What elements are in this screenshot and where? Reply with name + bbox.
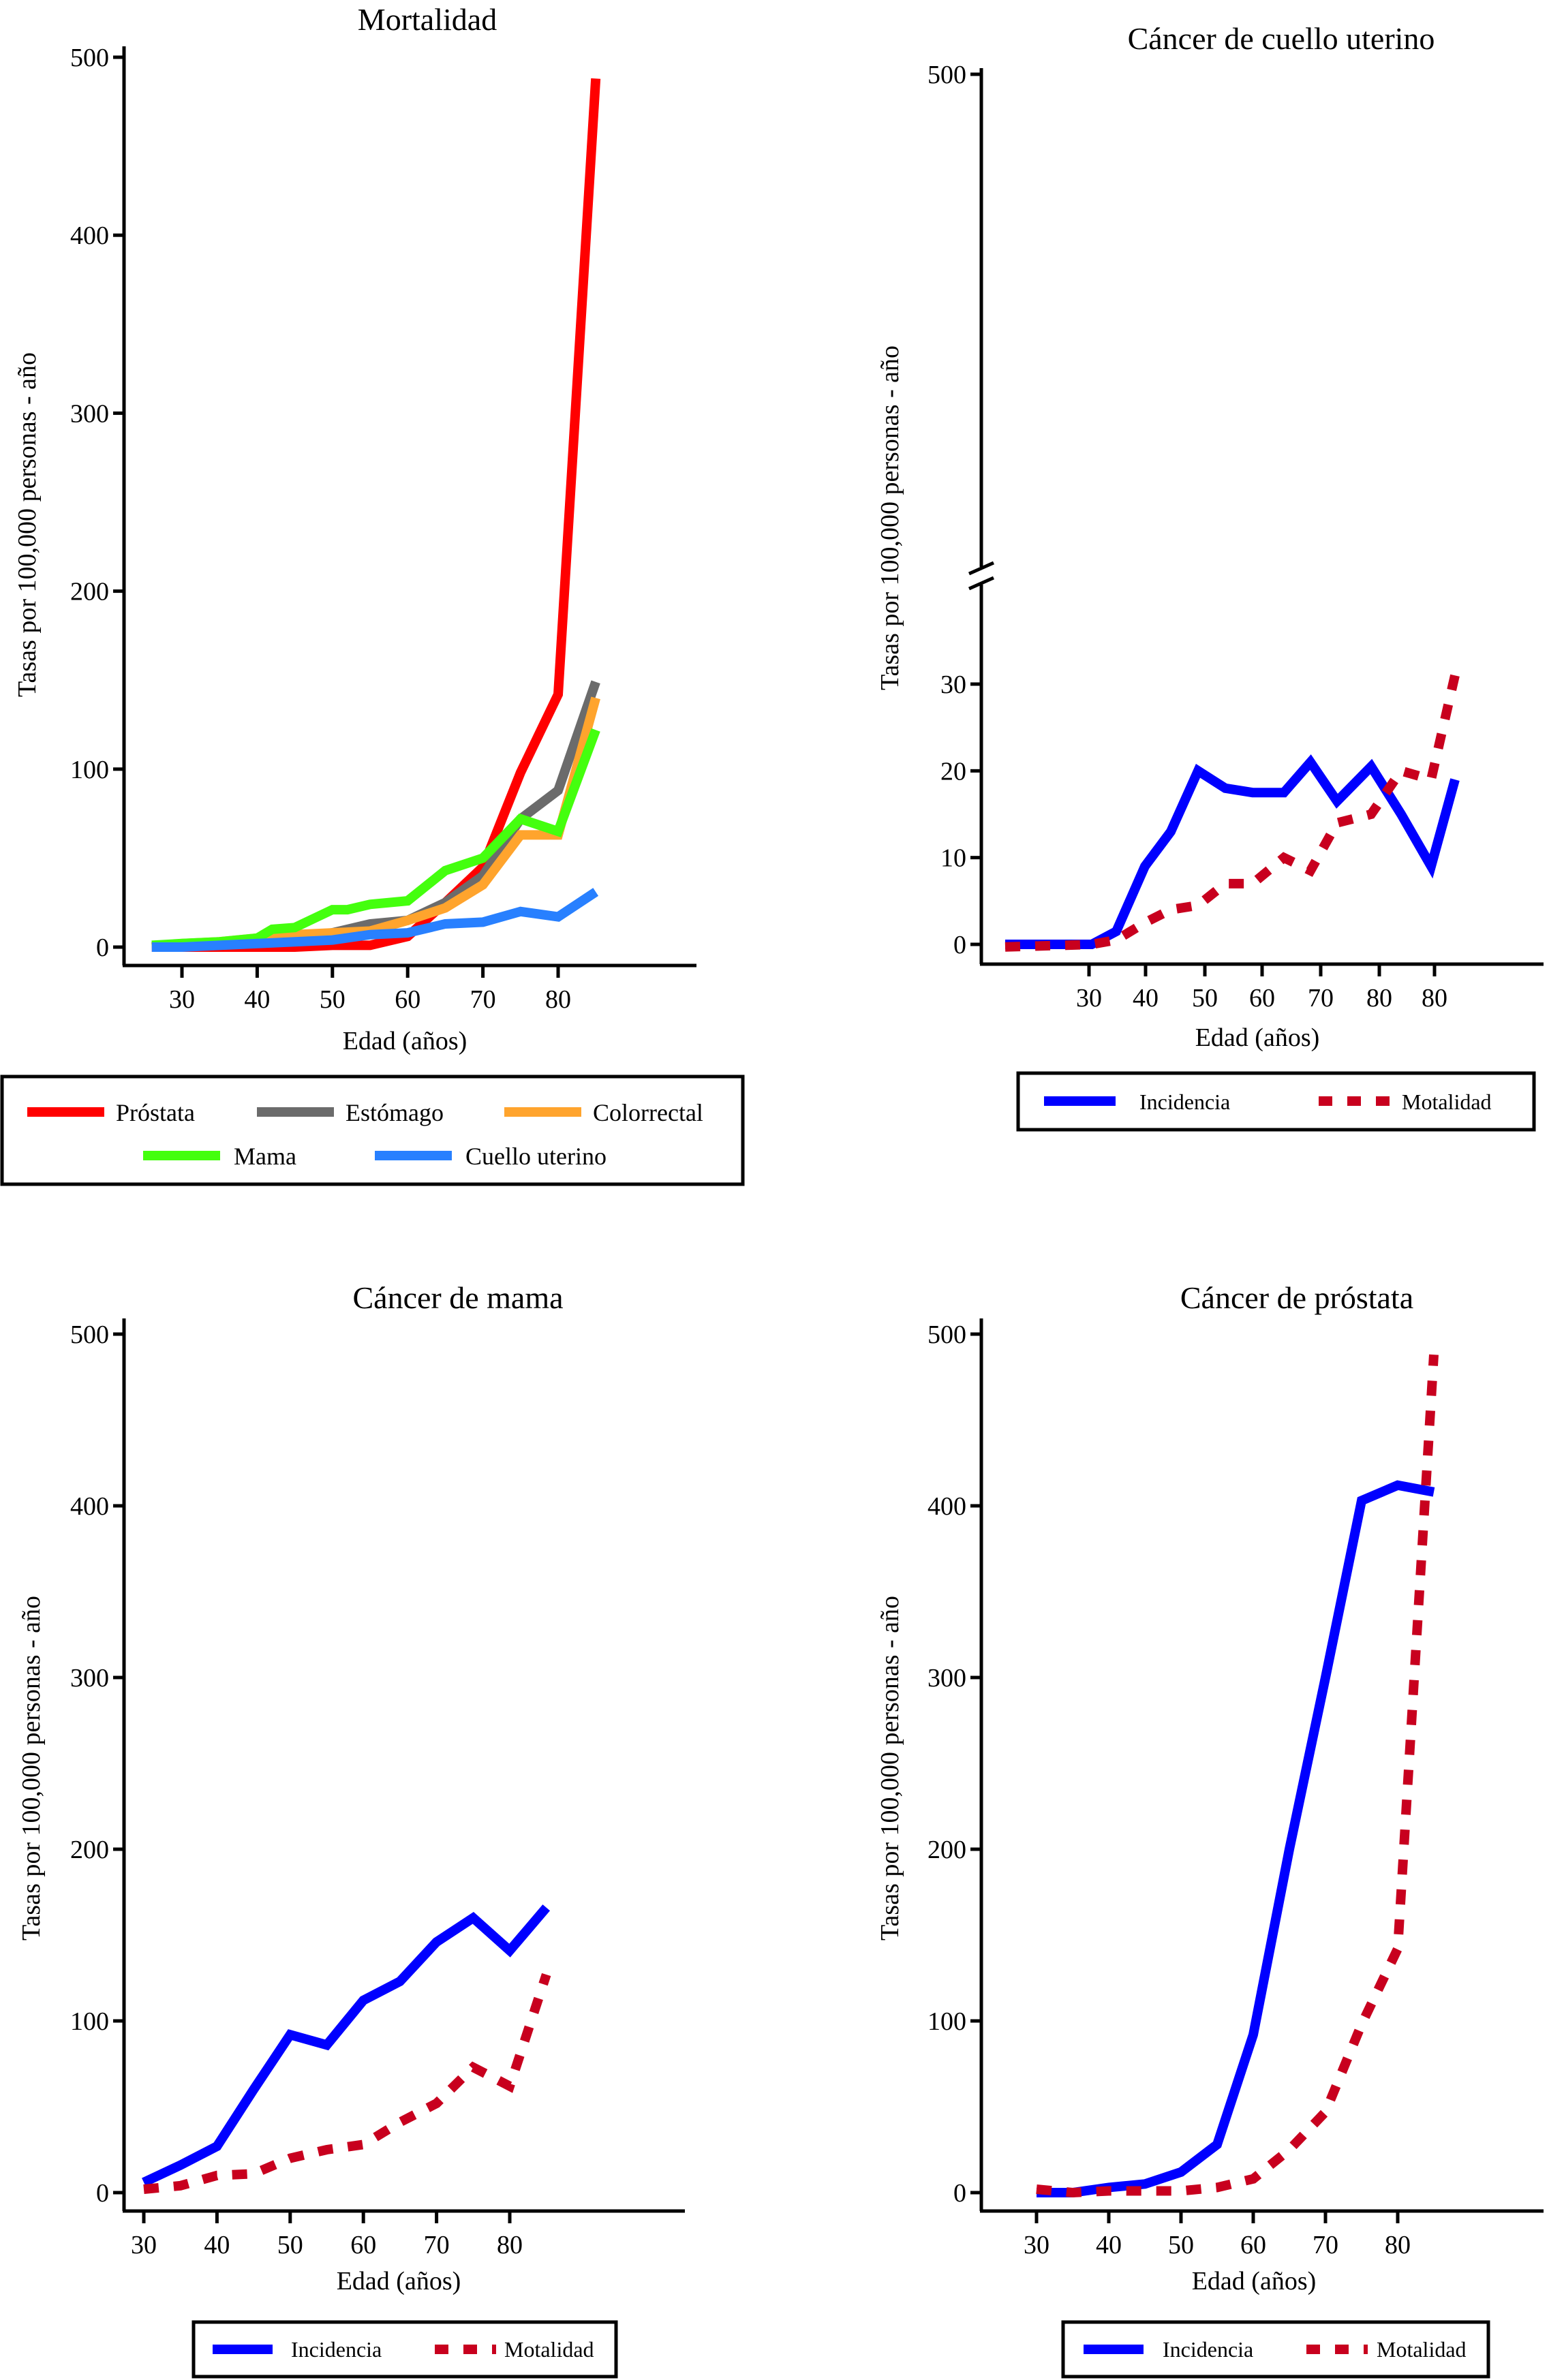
x-tick-label: 70: [1308, 984, 1334, 1013]
y-tick-label: 400: [927, 1492, 966, 1521]
x-tick-label: 80: [1422, 984, 1447, 1013]
axes: 0 100 200 300 400 500 30 40 50 60 70 80: [70, 1318, 685, 2259]
legend-label-incidencia: Incidencia: [1163, 2337, 1253, 2362]
legend-label-prostata: Próstata: [116, 1099, 195, 1126]
x-tick-label: 70: [1313, 2231, 1338, 2259]
y-tick-label: 300: [70, 399, 109, 428]
chart-title: Cáncer de mama: [352, 1280, 563, 1315]
x-tick-label: 30: [1024, 2231, 1049, 2259]
y-tick-label: 100: [927, 2007, 966, 2036]
series-line-incidencia: [1005, 754, 1460, 949]
y-tick-label: 100: [70, 2007, 109, 2036]
series-line-cuello-uterino: [151, 888, 599, 952]
legend-label-motalidad: Motalidad: [1402, 1089, 1492, 1114]
axes: 0 10 20 30 500 30 40 50 60 70 80 80: [927, 61, 1544, 1013]
legend-label-cuello: Cuello uterino: [465, 1143, 607, 1170]
legend-label-motalidad: Motalidad: [504, 2337, 594, 2362]
legend-label-motalidad: Motalidad: [1377, 2337, 1467, 2362]
x-tick-label: 60: [395, 985, 420, 1014]
y-tick-label: 0: [96, 933, 109, 962]
y-tick-label: 500: [927, 61, 966, 89]
y-tick-label: 200: [70, 578, 109, 606]
y-tick-label: 0: [953, 931, 966, 959]
legend-label-colorrectal: Colorrectal: [593, 1099, 703, 1126]
legend-label-incidencia: Incidencia: [291, 2337, 382, 2362]
y-axis-label: Tasas por 100,000 personas - año: [876, 345, 904, 690]
x-axis-label: Edad (años): [1192, 2267, 1317, 2296]
y-tick-label: 300: [70, 1664, 109, 1693]
x-tick-label: 60: [1240, 2231, 1266, 2259]
x-axis-label: Edad (años): [343, 1027, 467, 1055]
panel-cuello-uterino: Cáncer de cuello uterino Tasas por 100,0…: [876, 21, 1544, 1132]
axes: 0 100 200 300 400 500 30 40 50 60 70 80: [927, 1318, 1544, 2259]
x-tick-label: 80: [1385, 2231, 1411, 2259]
x-tick-label: 40: [1133, 984, 1159, 1013]
y-tick-label: 0: [953, 2179, 966, 2208]
series-line-incidencia: [142, 1904, 551, 2187]
y-tick-label: 300: [927, 1664, 966, 1693]
x-tick-label: 50: [320, 985, 346, 1014]
x-axis-label: Edad (años): [1195, 1023, 1320, 1052]
y-tick-label: 500: [70, 44, 109, 72]
y-tick-label: 200: [70, 1836, 109, 1864]
y-tick-label: 10: [940, 844, 966, 873]
y-axis-label: Tasas por 100,000 personas - año: [13, 352, 42, 697]
x-tick-label: 50: [1168, 2231, 1194, 2259]
chart-title: Cáncer de próstata: [1180, 1280, 1413, 1315]
x-tick-label: 30: [131, 2231, 157, 2259]
x-tick-label: 30: [169, 985, 195, 1014]
panel-mama: Cáncer de mama Tasas por 100,000 persona…: [17, 1280, 685, 2379]
legend: Incidencia Motalidad: [191, 2320, 618, 2379]
panel-prostata: Cáncer de próstata Tasas por 100,000 per…: [876, 1280, 1544, 2379]
series-line-incidencia: [1037, 1480, 1435, 2197]
y-tick-label: 30: [940, 670, 966, 699]
legend: Incidencia Motalidad: [1016, 1071, 1536, 1132]
x-tick-label: 50: [1192, 984, 1218, 1013]
x-tick-label: 60: [350, 2231, 376, 2259]
y-axis-label: Tasas por 100,000 personas - año: [17, 1596, 46, 1941]
y-axis-label: Tasas por 100,000 personas - año: [876, 1596, 904, 1941]
x-tick-label: 40: [1096, 2231, 1122, 2259]
x-axis-label: Edad (años): [337, 2267, 461, 2296]
y-tick-label: 400: [70, 221, 109, 250]
y-tick-label: 500: [70, 1320, 109, 1349]
y-tick-label: 500: [927, 1320, 966, 1349]
legend-box: [0, 1075, 745, 1186]
series-lines: [142, 1904, 551, 2194]
legend-label-incidencia: Incidencia: [1139, 1089, 1230, 1114]
y-tick-label: 100: [70, 756, 109, 784]
series-lines: [1036, 1354, 1439, 2198]
y-tick-label: 20: [940, 757, 966, 786]
series-line-motalidad: [1036, 1354, 1439, 2198]
y-tick-label: 200: [927, 1836, 966, 1864]
x-tick-label: 80: [545, 985, 571, 1014]
panel-mortalidad: Mortalidad Tasas por 100,000 personas - …: [0, 2, 745, 1186]
legend: Incidencia Motalidad: [1061, 2320, 1490, 2379]
legend-box: [1016, 1071, 1536, 1132]
chart-title: Cáncer de cuello uterino: [1128, 21, 1435, 56]
x-tick-label: 40: [204, 2231, 230, 2259]
legend: Próstata Estómago Colorrectal Mama Cuell…: [0, 1075, 745, 1186]
axis-break-mark: [968, 576, 995, 591]
series-lines: [1004, 674, 1460, 952]
x-tick-label: 50: [277, 2231, 303, 2259]
x-tick-label: 70: [470, 985, 496, 1014]
chart-title: Mortalidad: [358, 2, 497, 37]
series-line-motalidad: [1004, 674, 1460, 952]
y-tick-label: 400: [70, 1492, 109, 1521]
y-tick-label: 0: [96, 2179, 109, 2208]
legend-label-estomago: Estómago: [346, 1099, 444, 1126]
x-tick-label: 70: [424, 2231, 450, 2259]
x-tick-label: 40: [244, 985, 270, 1014]
x-tick-label: 80: [497, 2231, 523, 2259]
x-tick-label: 60: [1249, 984, 1275, 1013]
axes: 0 100 200 300 400 500 30 40 50 60 70 80: [70, 44, 696, 1014]
series-lines: [151, 78, 601, 952]
axis-break-mark: [968, 561, 995, 576]
x-tick-label: 80: [1366, 984, 1392, 1013]
legend-label-mama: Mama: [234, 1143, 296, 1170]
x-tick-label: 30: [1076, 984, 1102, 1013]
series-line-motalidad: [143, 1973, 551, 2194]
